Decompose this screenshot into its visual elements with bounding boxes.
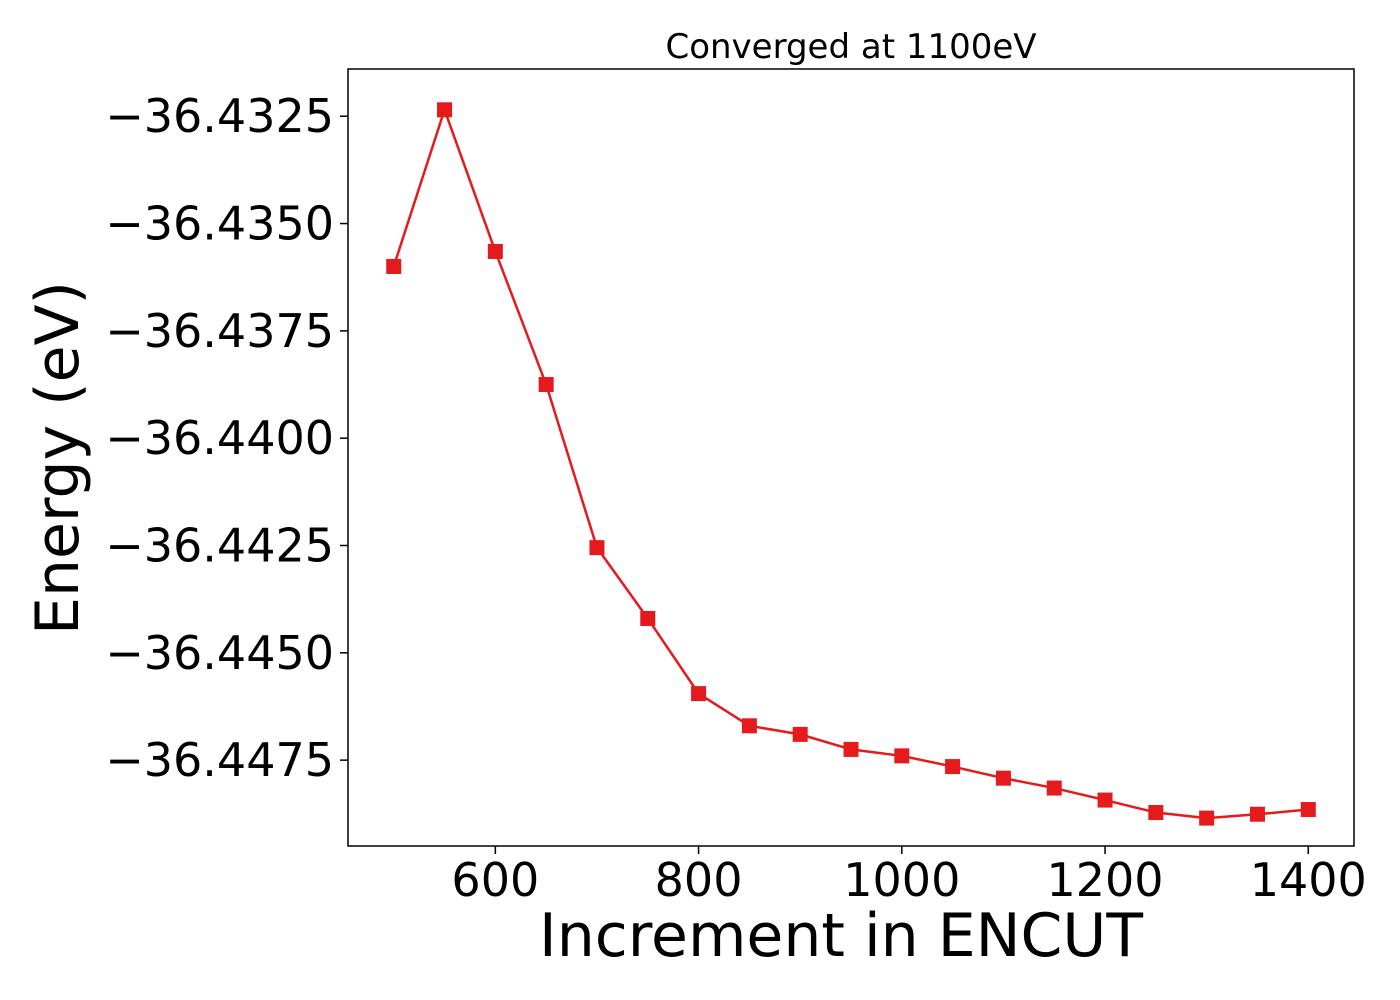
data-point xyxy=(995,770,1011,786)
data-point xyxy=(691,686,707,702)
data-point xyxy=(589,540,605,556)
y-tick-label: −36.4375 xyxy=(105,304,334,358)
data-point xyxy=(1249,806,1265,822)
data-point xyxy=(640,610,656,626)
data-point xyxy=(1300,802,1316,818)
data-point xyxy=(1199,810,1215,826)
data-point xyxy=(1046,780,1062,796)
data-point xyxy=(792,726,808,742)
data-point xyxy=(386,258,402,274)
x-tick-label: 1000 xyxy=(843,853,960,907)
data-point xyxy=(894,748,910,764)
x-tick-label: 800 xyxy=(655,853,743,907)
y-tick-label: −36.4350 xyxy=(105,197,334,251)
data-point xyxy=(487,243,503,259)
data-point xyxy=(945,759,961,775)
series-line xyxy=(392,105,1309,820)
x-tick-label: 1200 xyxy=(1047,853,1164,907)
data-point xyxy=(1097,792,1113,808)
y-axis-title: Energy (eV) xyxy=(23,281,93,635)
y-tick-label: −36.4450 xyxy=(105,626,334,680)
x-axis-title: Increment in ENCUT xyxy=(539,901,1143,971)
data-point xyxy=(437,102,453,118)
chart-title: Converged at 1100eV xyxy=(665,27,1036,67)
y-tick-label: −36.4475 xyxy=(105,733,334,787)
x-tick-label: 1400 xyxy=(1250,853,1367,907)
data-point xyxy=(538,377,554,393)
y-tick-label: −36.4325 xyxy=(105,89,334,143)
plot-area: 600 800 1000 1200 1400 −36.4325 −36.4350 −36.43… xyxy=(105,68,1367,907)
y-tick-label: −36.4425 xyxy=(105,519,334,573)
data-point xyxy=(843,741,859,757)
data-point xyxy=(1148,805,1164,821)
x-tick-label: 600 xyxy=(451,853,539,907)
data-point xyxy=(741,718,757,734)
plot-frame xyxy=(347,68,1355,847)
y-tick-label: −36.4400 xyxy=(105,411,334,465)
